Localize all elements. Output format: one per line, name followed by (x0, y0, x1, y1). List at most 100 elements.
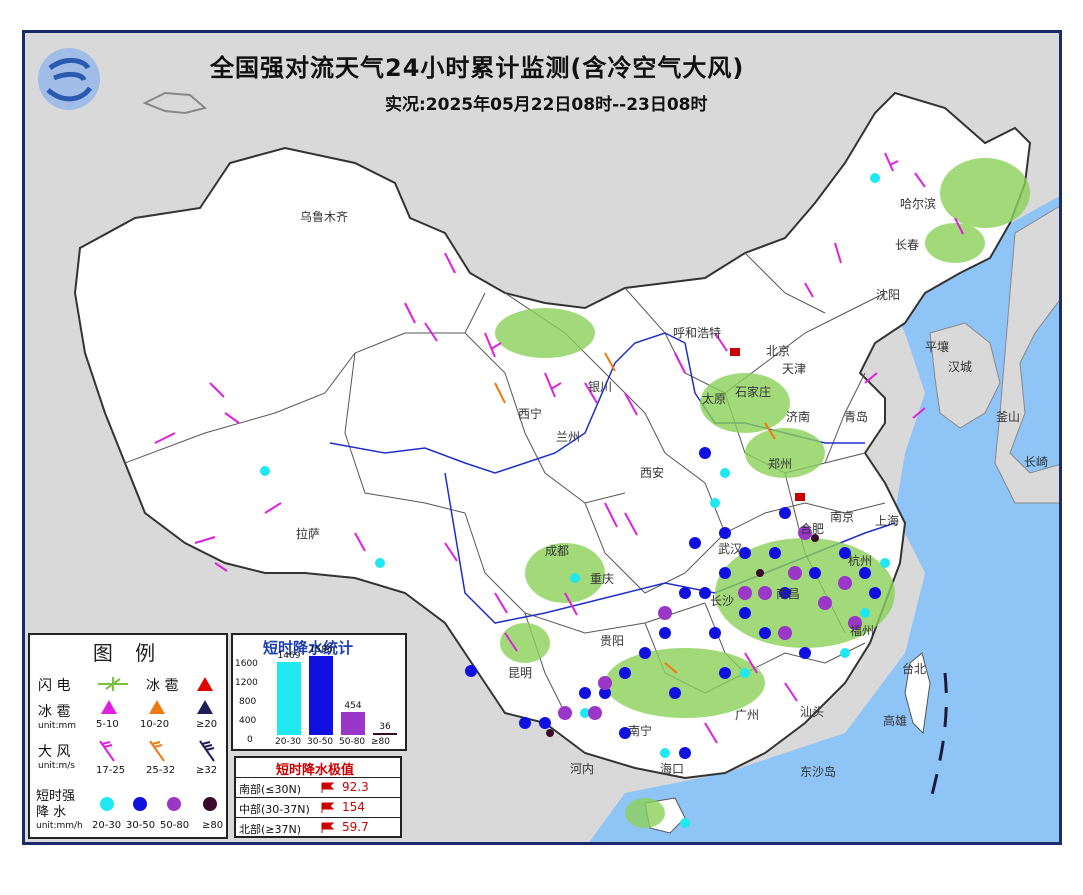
city-label: 北京 (766, 344, 791, 358)
hail-small-triangle-icon (101, 700, 117, 714)
city-label: 乌鲁木齐 (300, 210, 349, 224)
city-label: 福州 (850, 624, 875, 638)
legend-hail-unit: unit:mm (38, 721, 77, 731)
city-label: 太原 (702, 392, 727, 406)
red-flag-icon (321, 802, 335, 813)
city-label: 南宁 (628, 724, 653, 738)
legend-wind-unit: unit:m/s (38, 761, 75, 771)
stats-bar (309, 655, 333, 735)
stats-bar-label: ≥80 (371, 737, 390, 747)
extreme-region: 中部(30-37N) (239, 803, 310, 816)
city-label: 长春 (895, 238, 920, 252)
city-label: 长沙 (710, 594, 735, 608)
legend-hail-range: ≥20 (196, 719, 218, 730)
city-label: 银川 (588, 380, 613, 394)
legend-hail-range: 5-10 (96, 719, 119, 730)
korea-peninsula (929, 322, 1001, 429)
city-label: 哈尔滨 (900, 197, 937, 211)
legend-wind-range: ≥32 (196, 765, 218, 776)
hail-marks (494, 352, 776, 674)
city-label: 贵阳 (600, 634, 625, 648)
city-label: 东沙岛 (800, 765, 837, 779)
stats-title: 短时降水统计 (263, 639, 354, 657)
city-label: 上海 (875, 514, 900, 528)
city-label: 拉萨 (296, 527, 321, 541)
stats-bar-label: 30-50 (307, 737, 334, 747)
extreme-value: 92.3 (342, 780, 369, 794)
taiwan-island (904, 652, 931, 735)
hail-medium-triangle-icon (149, 700, 165, 714)
city-label: 石家庄 (735, 385, 772, 399)
city-label: 汉城 (948, 360, 973, 374)
extreme-row: 中部(30-37N) 154 (236, 797, 400, 818)
big-hail-triangle-icon (197, 677, 213, 691)
legend-hail-range: 10-20 (140, 719, 170, 730)
city-label: 沈阳 (876, 288, 901, 302)
stats-bar (373, 733, 397, 735)
city-label: 南京 (830, 510, 855, 524)
city-label: 广州 (735, 708, 760, 722)
stats-bar-label: 50-80 (339, 737, 366, 747)
legend-rain-label-1: 短时强 (36, 789, 76, 804)
legend-wind-range: 17-25 (96, 765, 126, 776)
stats-bar-label: 20-30 (275, 737, 302, 747)
legend-rain-unit: unit:mm/h (36, 821, 83, 831)
city-label: 高雄 (883, 714, 908, 728)
city-label: 西安 (640, 466, 665, 480)
city-label: 釜山 (996, 410, 1021, 424)
wind-barbs (154, 152, 964, 744)
city-label: 河内 (570, 762, 595, 776)
y-tick: 1200 (235, 678, 258, 688)
city-label: 平壤 (925, 340, 950, 354)
city-label: 天津 (782, 362, 807, 376)
extreme-row: 南部(≤30N) 92.3 (236, 777, 400, 798)
city-label: 南昌 (776, 587, 801, 601)
stats-bar-value: 36 (379, 722, 391, 733)
china-map (73, 91, 1059, 842)
legend-rain-range: 30-50 (126, 820, 156, 831)
rain-dot-symbols-icon (100, 797, 217, 811)
dashed-boundary (928, 672, 948, 804)
city-label: 海口 (660, 762, 685, 776)
city-label: 重庆 (590, 572, 615, 586)
stats-bar (277, 661, 301, 735)
city-label: 武汉 (718, 542, 743, 556)
city-label: 成都 (545, 544, 570, 558)
japan-island (994, 206, 1059, 504)
city-label: 长崎 (1024, 455, 1049, 469)
extreme-title: 短时降水极值 (276, 763, 355, 778)
hail-large-triangle-icon (197, 700, 213, 714)
y-tick: 0 (247, 735, 253, 745)
legend-lightning-label: 闪 电 (38, 678, 71, 694)
city-label: 济南 (786, 410, 811, 424)
wind-barb-medium-icon (149, 740, 165, 762)
wind-barb-large-icon (199, 740, 215, 762)
map-legend: 图 例 闪 电 冰 雹 冰 雹 unit:mm 5-10 10-20 ≥20 大… (28, 633, 228, 839)
stats-bar-value: 454 (344, 701, 362, 712)
map-title: 全国强对流天气24小时累计监测(含冷空气大风) (210, 54, 745, 82)
red-flag-icon (321, 822, 335, 833)
legend-wind-label: 大 风 (38, 744, 71, 760)
mongolia-scribble (142, 91, 208, 115)
precip-stats-panel: 短时降水统计 1600 1200 800 400 0 1469 20-30 1586… (231, 633, 407, 751)
city-label: 呼和浩特 (673, 326, 722, 340)
city-label: 青岛 (844, 410, 869, 424)
stats-bar (341, 712, 365, 735)
extreme-region: 南部(≤30N) (239, 783, 302, 796)
y-tick: 400 (239, 716, 257, 726)
wind-barb-small-icon (99, 740, 115, 762)
rain-dots (260, 173, 890, 828)
legend-rain-range: 20-30 (92, 820, 122, 831)
extreme-value: 154 (342, 800, 365, 814)
city-label: 汕头 (800, 705, 825, 719)
legend-rain-range: 50-80 (160, 820, 190, 831)
extreme-value: 59.7 (342, 820, 369, 834)
legend-big-hail-label: 冰 雹 (146, 678, 179, 694)
city-label: 台北 (902, 662, 927, 676)
city-label: 合肥 (800, 522, 825, 536)
city-label: 杭州 (848, 554, 873, 568)
extreme-row: 北部(≥37N) 59.7 (236, 817, 400, 838)
legend-rain-label-2: 降 水 (36, 805, 67, 820)
stats-bar-value: 1469 (277, 650, 301, 661)
lightning-symbol-icon (98, 677, 128, 691)
